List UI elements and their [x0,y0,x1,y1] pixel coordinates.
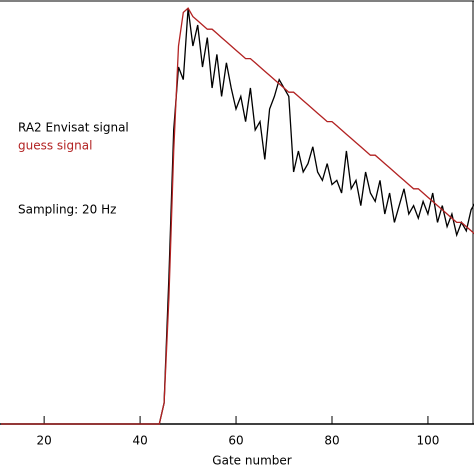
x-axis-label: Gate number [212,454,291,468]
x-tick-label: 40 [132,434,147,448]
legend-label: RA2 Envisat signal [18,121,129,135]
x-tick-label: 100 [416,434,439,448]
annotation: Sampling: 20 Hz [18,203,116,217]
x-tick-label: 20 [36,434,51,448]
legend-label: guess signal [18,139,92,153]
line-series [1,7,474,425]
x-tick-label: 60 [228,434,243,448]
x-tick-label: 80 [324,434,339,448]
